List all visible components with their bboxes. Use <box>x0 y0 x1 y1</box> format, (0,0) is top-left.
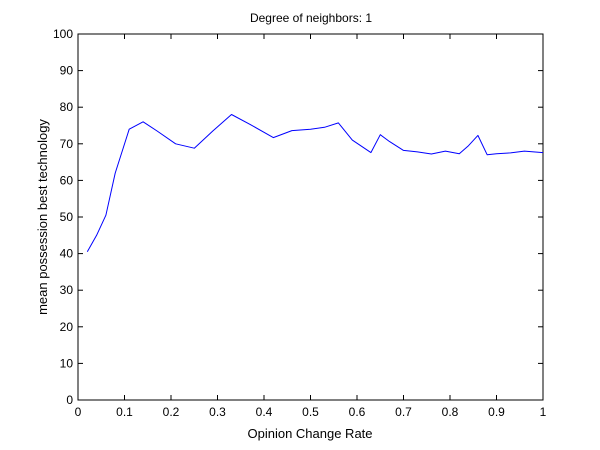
y-tick-label: 10 <box>60 356 74 370</box>
y-tick-label: 80 <box>60 100 74 114</box>
x-tick-label: 0.4 <box>256 405 273 419</box>
y-tick-label: 30 <box>60 283 74 297</box>
chart-title: Degree of neighbors: 1 <box>250 11 372 25</box>
data-series <box>86 114 544 253</box>
y-tick-label: 40 <box>60 247 74 261</box>
x-tick-label: 0.9 <box>488 405 505 419</box>
series-line <box>86 114 544 253</box>
y-tick-label: 70 <box>60 137 74 151</box>
y-tick-label: 20 <box>60 320 74 334</box>
y-tick-label: 90 <box>60 64 74 78</box>
x-tick-label: 0.5 <box>302 405 319 419</box>
x-tick-label: 0.3 <box>209 405 226 419</box>
x-tick-label: 0.8 <box>442 405 459 419</box>
x-tick-label: 0.1 <box>116 405 133 419</box>
x-tick-label: 0.6 <box>349 405 366 419</box>
x-axis-label: Opinion Change Rate <box>247 426 372 441</box>
y-tick-label: 0 <box>66 393 73 407</box>
plot-area <box>77 33 544 401</box>
x-tick-label: 0.7 <box>395 405 412 419</box>
y-tick-labels: 0 10 20 30 40 50 60 70 80 90 100 <box>53 27 73 407</box>
x-tick-label: 0.2 <box>163 405 180 419</box>
x-tick-label: 1 <box>540 405 547 419</box>
y-tick-label: 100 <box>53 27 73 41</box>
y-tick-label: 50 <box>60 210 74 224</box>
y-axis-label: mean possession best technology <box>35 119 50 315</box>
axis-ticks <box>77 33 544 401</box>
x-tick-labels: 0 0.1 0.2 0.3 0.4 0.5 0.6 0.7 0.8 0.9 1 <box>75 405 547 419</box>
y-tick-label: 60 <box>60 173 74 187</box>
x-tick-label: 0 <box>75 405 82 419</box>
